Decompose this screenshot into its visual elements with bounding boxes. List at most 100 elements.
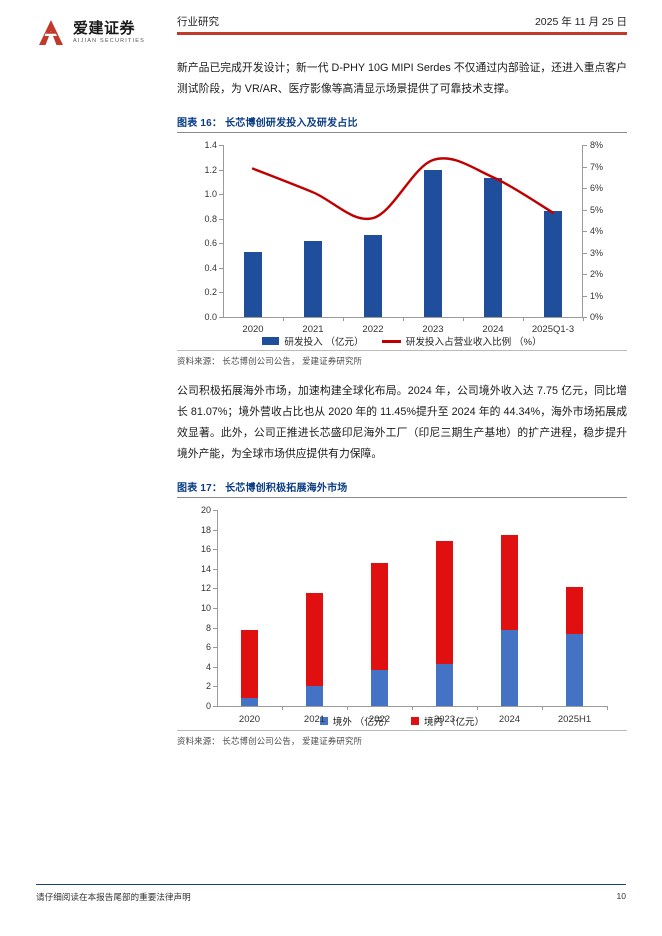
figure-16-source-divider <box>177 350 627 351</box>
x-axis-label: 2022 <box>362 324 384 335</box>
legend-label-rd-spend: 研发投入 （亿元） <box>284 337 364 348</box>
y-tick <box>213 510 217 511</box>
y-axis-label: 14 <box>200 563 211 574</box>
bar-stack <box>371 562 388 706</box>
bar-stack <box>306 593 323 706</box>
bar-rd-spend <box>484 178 502 317</box>
figure-17-source-divider <box>177 730 627 731</box>
line-rd-ratio <box>251 157 555 221</box>
footer-page-number: 10 <box>616 891 626 901</box>
y-axis-label: 12 <box>200 583 211 594</box>
x-axis-label: 2025H1 <box>557 714 592 725</box>
y-axis-label: 20 <box>200 505 211 515</box>
x-tick <box>412 706 413 710</box>
bar-segment-domestic <box>371 562 388 671</box>
y-tick <box>213 666 217 668</box>
company-logo: 爱建证券 AIJIAN SECURITIES <box>36 18 145 48</box>
bar-segment-domestic <box>566 587 583 634</box>
y-axis-label: 4 <box>205 661 211 672</box>
y-axis-label-right: 3% <box>590 247 604 258</box>
figure-17-container: 0 2 4 6 8 10 12 14 16 18 20 2020 2021 2022 2023 2024 202… <box>177 497 627 747</box>
y-axis-label-left: 1.2 <box>204 164 217 175</box>
y-axis-label-right: 7% <box>590 161 604 172</box>
y-axis-label-right: 0% <box>590 312 604 322</box>
header-bar: 行业研究 2025 年 11 月 25 日 <box>177 14 627 35</box>
bar-rd-spend <box>244 251 262 317</box>
legend-label-overseas: 境外 （亿元） <box>332 717 393 728</box>
x-axis-label: 2022 <box>368 714 391 725</box>
x-axis-label: 2021 <box>303 714 326 725</box>
y-tick-right <box>583 188 587 189</box>
y-axis-label-left: 0.0 <box>204 312 217 322</box>
y-tick-right <box>583 166 587 168</box>
legend-item-rd-ratio: 研发投入占营业收入比例 （%） <box>381 334 542 348</box>
aijian-logo-icon <box>36 18 66 48</box>
x-axis-label: 2020 <box>238 714 261 725</box>
y-axis-label: 8 <box>205 622 211 633</box>
y-axis-label-left: 0.8 <box>204 213 217 224</box>
x-tick <box>282 706 283 710</box>
x-tick <box>347 706 348 710</box>
y-axis-label-right: 1% <box>590 290 604 301</box>
y-tick-left <box>219 194 223 196</box>
x-tick <box>583 317 584 321</box>
y-tick <box>213 627 217 629</box>
bar-stack <box>436 541 453 706</box>
y-axis-label-right: 4% <box>590 226 604 236</box>
x-axis-label: 2021 <box>302 324 324 335</box>
y-axis-label: 2 <box>205 681 211 692</box>
bar-segment-overseas <box>566 633 583 706</box>
x-axis-label: 2024 <box>482 324 504 335</box>
bar-stack <box>566 587 583 706</box>
y-tick <box>213 588 217 590</box>
figure-17-title: 图表 17： 长芯博创积极拓展海外市场 <box>177 483 348 494</box>
y-axis-label: 6 <box>205 642 211 653</box>
x-axis-label: 2025Q1-3 <box>531 324 575 335</box>
paragraph-product-development: 新产品已完成开发设计；新一代 D-PHY 10G MIPI Serdes 不仅通… <box>177 62 627 95</box>
y-tick <box>213 529 217 531</box>
legend-item-overseas: 境外 （亿元） <box>319 714 393 728</box>
y-tick-right <box>583 231 587 232</box>
x-tick <box>463 317 464 321</box>
y-tick-right <box>583 317 587 318</box>
y-tick-left <box>219 292 223 294</box>
y-axis-label: 16 <box>200 544 211 555</box>
bar-rd-spend <box>304 240 322 317</box>
y-axis-label: 0 <box>205 701 211 711</box>
header-date: 2025 年 11 月 25 日 <box>534 16 627 28</box>
x-tick <box>607 706 608 710</box>
paragraph-overseas-market: 公司积极拓展海外市场，加速构建全球化布局。2024 年，公司境外收入达 7.75… <box>177 385 627 460</box>
figure-16-source: 资料来源： 长芯博创公司公告， 爱建证券研究所 <box>177 356 363 366</box>
bar-rd-spend <box>544 211 562 317</box>
y-axis-label-left: 0.6 <box>204 238 217 249</box>
y-axis-label-left: 0.4 <box>204 262 217 273</box>
figure-17-chart: 0 2 4 6 8 10 12 14 16 18 20 2020 2021 2022 2023 2024 202… <box>177 502 627 734</box>
x-tick <box>477 706 478 710</box>
y-axis-label-left: 0.2 <box>204 287 217 298</box>
x-tick <box>523 317 524 321</box>
legend-item-rd-spend: 研发投入 （亿元） <box>262 334 364 348</box>
y-tick-left <box>219 317 223 318</box>
bar-stack <box>501 534 518 706</box>
y-axis-label: 10 <box>200 603 211 613</box>
figure-17-source: 资料来源： 长芯博创公司公告， 爱建证券研究所 <box>177 736 363 746</box>
y-tick <box>213 706 217 707</box>
y-tick-left <box>219 145 223 146</box>
y-tick <box>213 568 217 570</box>
bar-segment-domestic <box>306 593 323 687</box>
y-axis <box>217 510 218 706</box>
bar-segment-overseas <box>241 697 258 706</box>
bar-stack <box>241 630 258 706</box>
header-section-label: 行业研究 <box>177 16 219 28</box>
figure-16-container: 0.0 0.2 0.4 0.6 0.8 1.0 1.2 1.4 0% 1% 2% 3% 4% 5% 6% 7%… <box>177 132 627 367</box>
page-footer: 请仔细阅读在本报告尾部的重要法律声明 10 <box>36 884 626 903</box>
y-axis-label-right: 2% <box>590 269 604 279</box>
y-tick <box>213 647 217 649</box>
x-axis-label: 2024 <box>498 714 521 725</box>
y-axis-label: 18 <box>200 524 211 535</box>
legend-label-rd-ratio: 研发投入占营业收入比例 （%） <box>405 337 542 348</box>
header-divider <box>177 32 627 35</box>
legend-item-domestic: 境内 （亿元） <box>411 714 484 728</box>
y-axis-label-right: 5% <box>590 204 604 215</box>
y-tick <box>213 608 217 609</box>
